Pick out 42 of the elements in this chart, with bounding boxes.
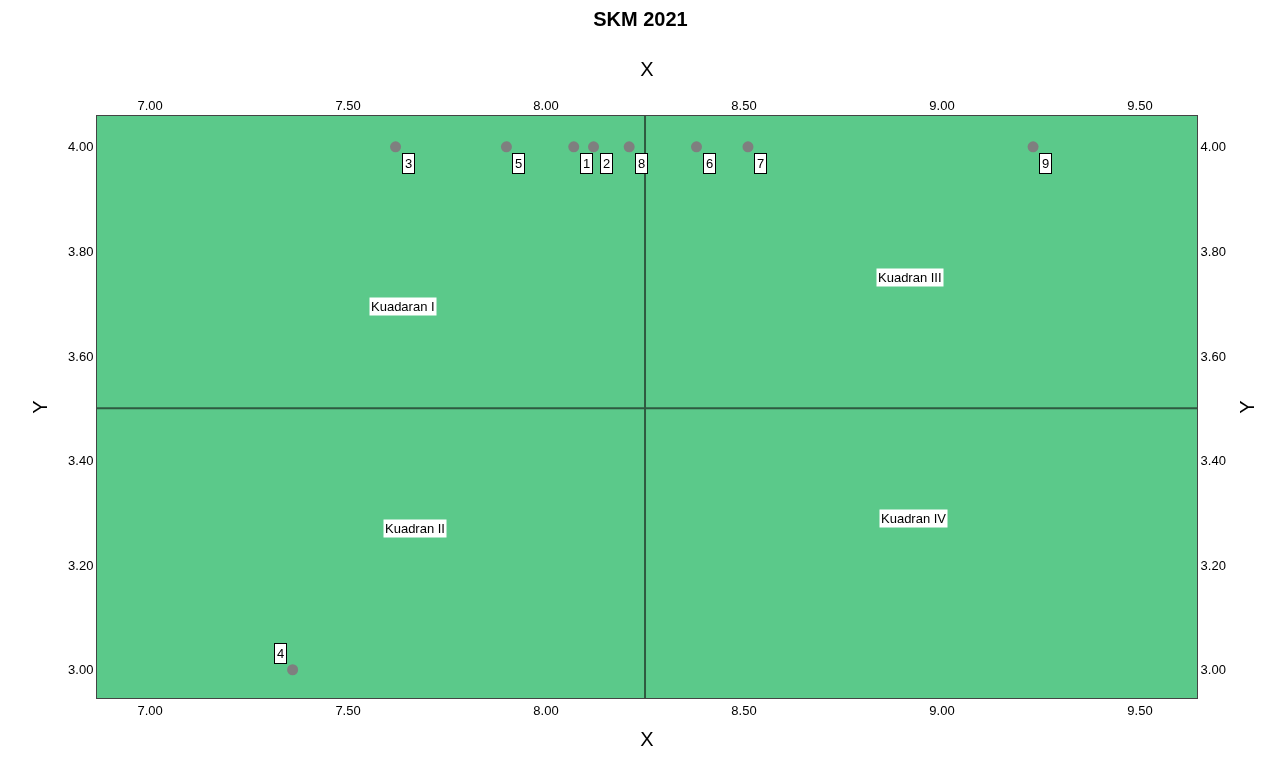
y-axis-title: Y [28,400,51,414]
annotation: Kuadaran I [371,299,435,314]
x2-tick-label: 7.50 [335,702,361,718]
annotation: 7 [757,156,765,171]
annotation: 4 [277,646,285,661]
annotation: 5 [515,156,523,171]
y-tick-label: 3.80 [68,243,94,259]
y-tick-label: 3.60 [68,348,94,364]
x2-tick-label: 8.00 [533,702,559,718]
chart-title: SKM 2021 [593,7,688,30]
annotation: 3 [405,156,413,171]
x-tick-label: 7.00 [137,97,163,113]
y-tick-label: 3.00 [68,662,94,678]
y2-tick-label: 3.20 [1200,557,1226,573]
y-tick-label: 3.40 [68,453,94,469]
y-tick-label: 3.20 [68,557,94,573]
annotation: 9 [1042,156,1050,171]
x-tick-label: 8.50 [731,97,757,113]
annotation: 6 [706,156,714,171]
annotation: Kuadran III [878,270,942,285]
x2-tick-label: 9.50 [1127,702,1153,718]
y2-tick-label: 3.80 [1200,243,1226,259]
annotation: 2 [603,156,611,171]
annotation: 8 [638,156,646,171]
x-axis-title: X [640,728,654,751]
y2-tick-label: 4.00 [1200,139,1226,155]
x2-tick-label: 9.00 [929,702,955,718]
x2-axis-title: X [640,58,654,81]
annotation: 1 [583,156,591,171]
y2-axis-title: Y [1236,400,1259,414]
x-tick-label: 9.00 [929,97,955,113]
x2-tick-label: 7.00 [137,702,163,718]
x-tick-label: 7.50 [335,97,361,113]
y2-tick-label: 3.00 [1200,662,1226,678]
y-tick-label: 4.00 [68,139,94,155]
x-tick-label: 8.00 [533,97,559,113]
y2-tick-label: 3.60 [1200,348,1226,364]
x2-tick-label: 8.50 [731,702,757,718]
annotation: Kuadran II [385,521,445,536]
annotation: Kuadran IV [881,511,947,526]
x-tick-label: 9.50 [1127,97,1153,113]
y2-tick-label: 3.40 [1200,453,1226,469]
